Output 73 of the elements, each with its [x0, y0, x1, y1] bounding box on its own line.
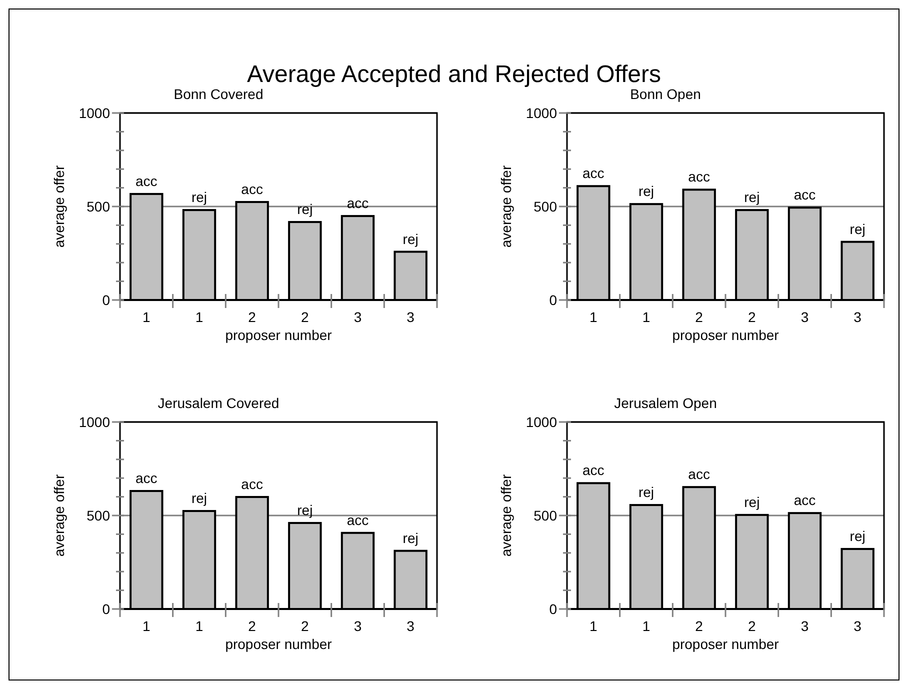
data-label: acc — [582, 462, 604, 478]
x-tick-label: 3 — [800, 618, 809, 634]
data-label: rej — [638, 183, 654, 200]
y-tick-label: 0 — [102, 292, 110, 308]
data-label: rej — [638, 484, 654, 500]
data-label: rej — [297, 201, 313, 218]
x-tick-label: 2 — [695, 309, 704, 325]
data-label: acc — [688, 168, 710, 185]
x-tick-label: 1 — [195, 309, 204, 325]
data-label: acc — [136, 172, 158, 189]
x-tick-label: 3 — [406, 618, 415, 634]
x-tick-label: 2 — [248, 309, 256, 325]
y-tick-label: 1000 — [78, 414, 110, 430]
data-label: acc — [346, 195, 369, 212]
x-tick-label: 3 — [854, 618, 862, 634]
y-axis-title: average offer — [498, 165, 514, 248]
data-label: rej — [850, 220, 866, 237]
x-axis-title: proposer number — [225, 327, 332, 343]
data-label: rej — [744, 494, 760, 510]
y-tick-label: 0 — [549, 600, 558, 617]
y-tick-label: 0 — [549, 292, 558, 308]
chart-title: Bonn Open — [630, 86, 701, 102]
data-label: acc — [346, 512, 369, 528]
data-label: acc — [582, 165, 604, 182]
x-tick-label: 1 — [195, 618, 204, 634]
x-tick-label: 3 — [354, 618, 362, 634]
data-label: rej — [402, 230, 418, 247]
y-tick-label: 1000 — [78, 104, 110, 121]
data-label: acc — [794, 186, 816, 203]
x-tick-label: 1 — [642, 618, 650, 634]
x-tick-label: 2 — [301, 309, 310, 325]
x-tick-label: 1 — [142, 309, 151, 325]
x-axis-title: proposer number — [672, 327, 780, 343]
y-tick-label: 0 — [102, 600, 110, 617]
x-tick-label: 1 — [590, 309, 598, 325]
data-label: rej — [191, 490, 208, 506]
x-tick-label: 2 — [748, 309, 756, 325]
x-tick-label: 2 — [301, 618, 310, 634]
y-tick-label: 500 — [534, 507, 558, 524]
data-label: rej — [744, 189, 760, 206]
chart-title: Bonn Covered — [174, 86, 264, 102]
x-tick-label: 1 — [142, 618, 151, 634]
y-axis-title: average offer — [498, 474, 514, 557]
x-axis-title: proposer number — [225, 636, 332, 652]
x-axis-title: proposer number — [672, 636, 780, 652]
y-tick-label: 500 — [86, 507, 110, 524]
y-tick-label: 500 — [86, 198, 110, 214]
data-label: rej — [191, 189, 208, 206]
x-tick-label: 3 — [800, 309, 809, 325]
x-tick-label: 2 — [695, 618, 704, 634]
y-tick-label: 500 — [534, 198, 558, 214]
y-axis-title: average offer — [51, 165, 67, 248]
data-label: acc — [688, 466, 710, 482]
x-tick-label: 3 — [854, 309, 862, 325]
data-label: acc — [136, 470, 158, 486]
text: Average Accepted and Rejected Offers — [246, 61, 662, 88]
y-tick-label: 1000 — [526, 414, 558, 430]
x-tick-label: 1 — [590, 618, 598, 634]
x-tick-label: 3 — [406, 309, 415, 325]
data-label: acc — [241, 181, 263, 198]
x-tick-label: 1 — [642, 309, 650, 325]
y-tick-label: 1000 — [526, 104, 558, 121]
data-label: rej — [850, 528, 866, 544]
data-label: rej — [402, 530, 418, 546]
data-label: rej — [297, 502, 313, 518]
chart-title: Jerusalem Covered — [158, 395, 280, 411]
x-tick-label: 2 — [248, 618, 256, 634]
chart-title: Jerusalem Open — [614, 395, 717, 411]
x-tick-label: 3 — [354, 309, 362, 325]
data-label: acc — [794, 492, 816, 508]
data-label: acc — [241, 476, 263, 492]
x-tick-label: 2 — [748, 618, 756, 634]
y-axis-title: average offer — [51, 474, 67, 557]
